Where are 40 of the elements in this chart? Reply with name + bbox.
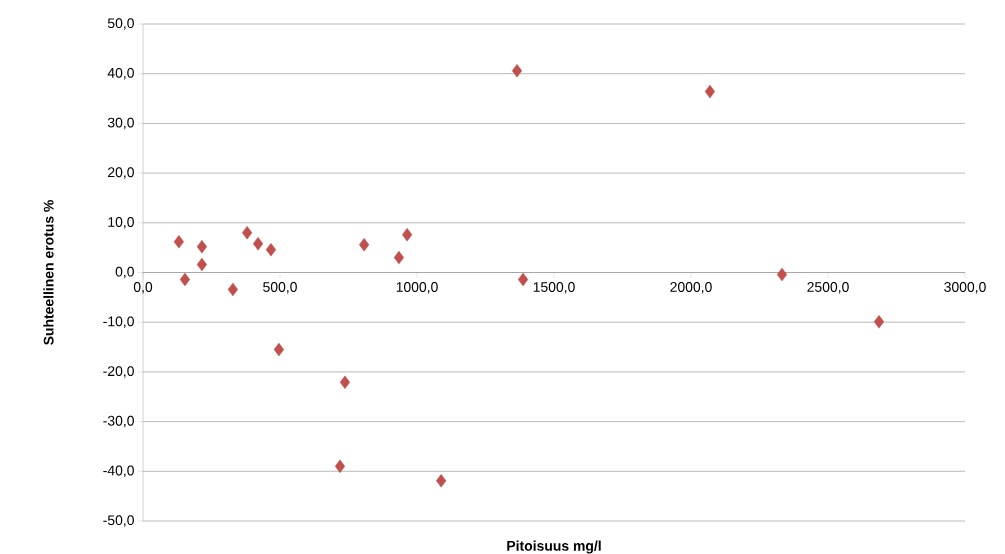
- y-tick-label: 50,0: [107, 18, 134, 30]
- y-tick-label: 30,0: [107, 117, 134, 130]
- x-tick-label: 0,0: [133, 282, 153, 294]
- point: [253, 236, 264, 251]
- y-tick-label: 40,0: [107, 67, 134, 80]
- point: [334, 459, 346, 474]
- point: [265, 242, 277, 257]
- y-tick-label: 20,0: [108, 167, 134, 179]
- point: [436, 474, 447, 488]
- point: [873, 315, 885, 329]
- point: [704, 84, 715, 99]
- y-tick-label: -30,0: [103, 415, 134, 428]
- point: [273, 342, 284, 357]
- y-tick-label: -50,0: [103, 515, 134, 527]
- y-tick-label: 0,0: [115, 266, 134, 279]
- x-tick-label: 2000,0: [670, 282, 712, 294]
- point: [511, 64, 523, 78]
- x-tick-label: 3000,0: [944, 282, 986, 294]
- x-tick-label: 500,0: [263, 282, 297, 294]
- point: [196, 239, 207, 254]
- x-tick-label: 1000,0: [396, 282, 438, 294]
- point: [173, 234, 184, 249]
- point: [227, 282, 238, 297]
- point: [179, 272, 190, 287]
- y-tick-label: -40,0: [103, 465, 134, 478]
- y-tick-label: 10,0: [108, 217, 134, 229]
- point: [359, 237, 370, 252]
- point: [242, 226, 253, 240]
- point: [339, 375, 351, 390]
- x-axis-title: Pitoisuus mg/l: [507, 540, 601, 554]
- point: [393, 250, 404, 265]
- x-tick-label: 1500,0: [533, 282, 575, 294]
- x-tick-label: 2500,0: [807, 282, 849, 294]
- point: [776, 267, 788, 282]
- point: [402, 228, 413, 242]
- y-axis-title: Suhteellinen erotus %: [43, 200, 54, 345]
- y-tick-label: -10,0: [103, 316, 134, 328]
- y-tick-label: -20,0: [103, 366, 134, 378]
- point: [517, 272, 529, 287]
- point: [196, 257, 207, 272]
